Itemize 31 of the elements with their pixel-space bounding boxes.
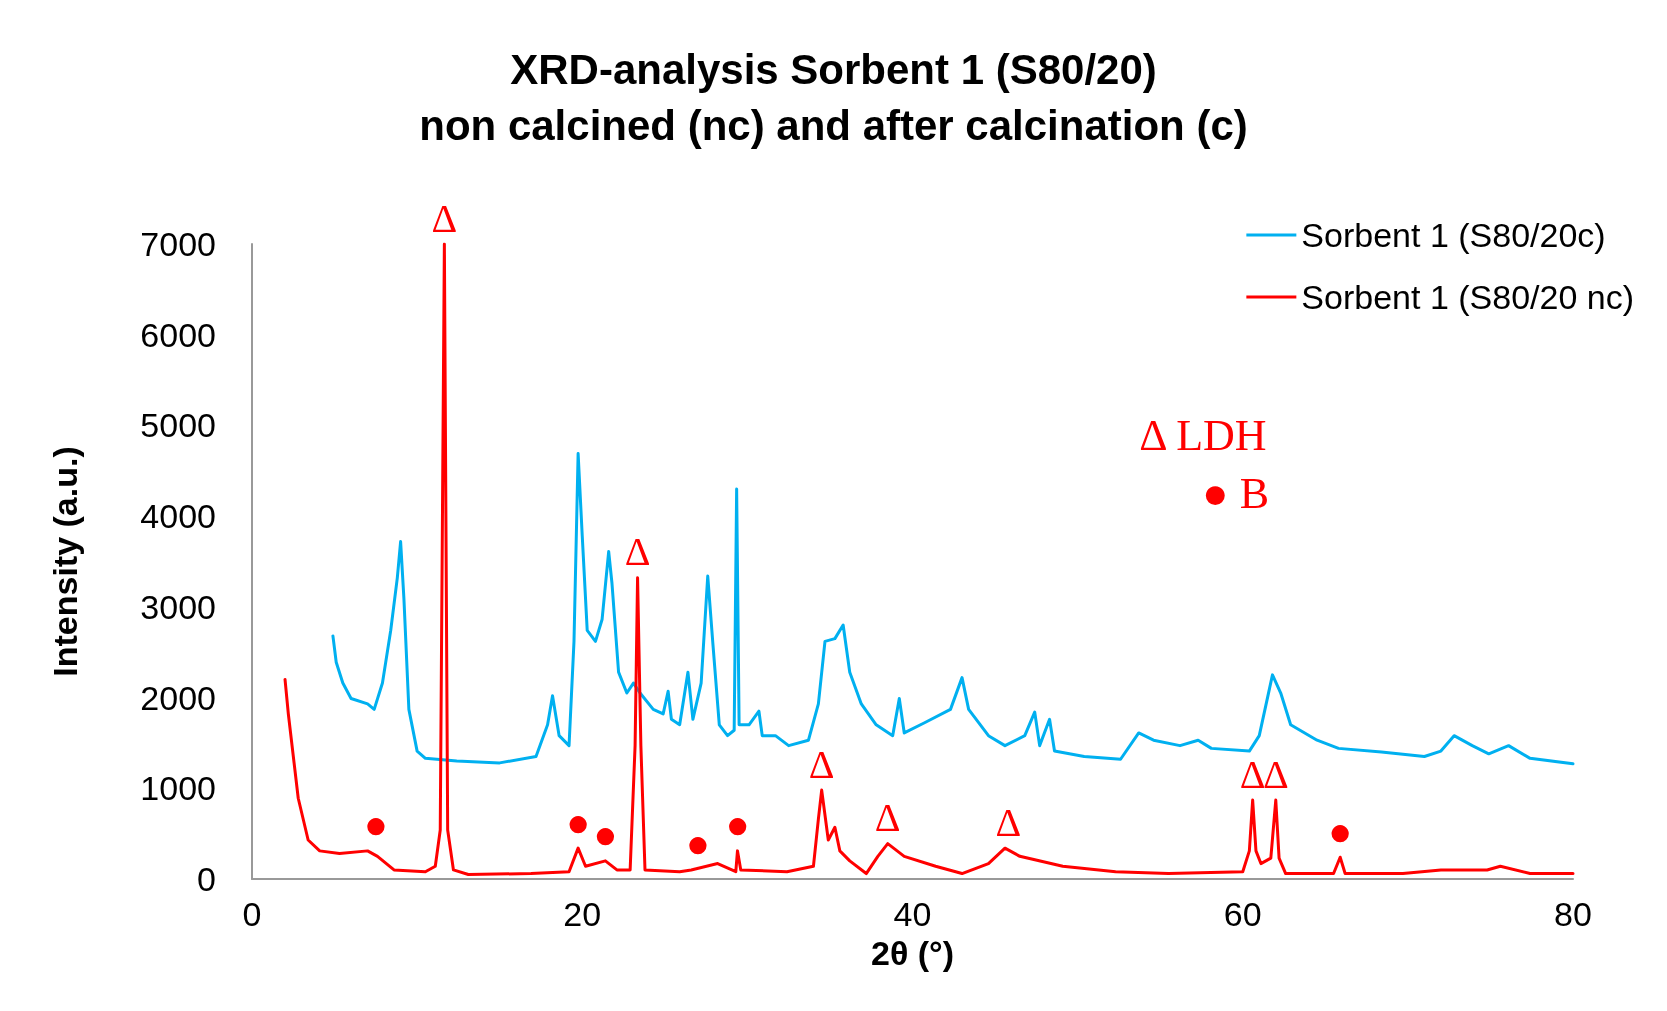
y-tick-label: 0 xyxy=(197,860,216,898)
annotation: ● xyxy=(685,821,710,867)
annotation: Δ xyxy=(874,795,901,841)
annotation: ● xyxy=(725,802,750,848)
y-tick-label: 3000 xyxy=(140,587,216,626)
y-tick-label: 4000 xyxy=(140,497,216,536)
x-tick-label: 0 xyxy=(242,895,262,933)
annotation: Δ LDH xyxy=(1139,410,1267,460)
annotation: ● xyxy=(593,812,618,858)
x-tick-label: 60 xyxy=(1223,895,1262,933)
legend-label: Sorbent 1 (S80/20 nc) xyxy=(1301,278,1635,316)
y-tick-label: 1000 xyxy=(140,769,216,808)
chart-title: XRD-analysis Sorbent 1 (S80/20) non calcined (nc) and after calcination (c) xyxy=(419,45,1248,149)
annotation: Δ xyxy=(808,741,835,787)
x-tick-label: 40 xyxy=(893,895,932,933)
annotation: Δ xyxy=(431,195,458,241)
y-tick-label: 2000 xyxy=(140,678,216,717)
annotation: ● xyxy=(566,799,591,845)
y-tick-label: 5000 xyxy=(140,406,216,445)
legend-label: Sorbent 1 (S80/20c) xyxy=(1301,216,1606,254)
y-tick-label: 7000 xyxy=(140,225,216,263)
annotation: Δ xyxy=(624,529,651,575)
annotation: ● xyxy=(1328,808,1353,854)
annotation: ● xyxy=(363,802,388,848)
x-tick-label: 20 xyxy=(563,895,602,933)
annotation: ● B xyxy=(1202,468,1270,518)
x-axis-title: 2θ (°) xyxy=(871,933,954,972)
y-axis-title: Intensity (a.u.) xyxy=(46,446,84,677)
y-tick-label: 6000 xyxy=(140,315,216,354)
x-tick-label: 80 xyxy=(1554,895,1592,933)
annotation: Δ xyxy=(995,799,1022,845)
